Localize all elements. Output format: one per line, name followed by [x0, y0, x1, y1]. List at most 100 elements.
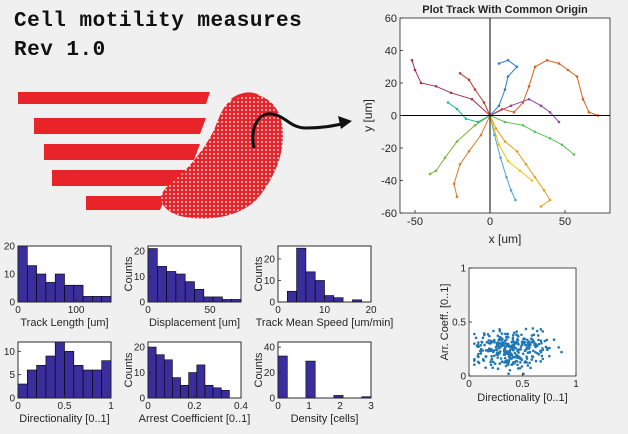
scatter-point [474, 336, 478, 340]
track-point [560, 143, 564, 147]
arrest-vs-directionality-chart: 0 0.5 1 1 0.5 0 Directionality [0..1] Arr. Coef… [439, 264, 579, 405]
track-point [410, 58, 414, 62]
scatter-point [520, 365, 524, 368]
track-point [497, 62, 501, 65]
track-point [499, 156, 502, 160]
scatter-point [480, 341, 484, 344]
scatter-point [530, 340, 534, 344]
track-plot-xlabel: x [um] [489, 232, 522, 246]
scatter-point [513, 346, 516, 350]
scatter-point [540, 354, 544, 358]
y-tick-label: 40 [385, 45, 397, 57]
y-tick-label: 60 [385, 13, 397, 25]
track-point [514, 198, 517, 202]
track-point [473, 123, 477, 127]
histogram-bar [324, 295, 335, 303]
scatter-point [507, 358, 511, 362]
x-tick-label: 50 [559, 216, 571, 228]
histogram-bar [54, 273, 65, 303]
histogram-bar [305, 360, 316, 399]
histogram-bar [286, 290, 297, 303]
x-tick-label: 20 [365, 305, 377, 316]
track-point [557, 62, 561, 65]
scatter-point [529, 366, 532, 370]
scatter-point [504, 364, 508, 368]
scatter-point [494, 346, 498, 349]
scatter-point [489, 363, 493, 367]
scatter-point [508, 368, 512, 372]
scatter-point [516, 363, 519, 367]
histogram-bar [82, 369, 93, 399]
y-tick-label: 10 [134, 368, 146, 379]
y-tick-label: -60 [381, 208, 397, 220]
track-point [434, 84, 438, 88]
scatter-point [479, 352, 483, 355]
histogram-bar [277, 355, 288, 399]
scatter-point [500, 332, 504, 335]
x-tick-label: 0 [145, 401, 151, 412]
track-point [482, 101, 486, 104]
scatter-point [503, 339, 507, 342]
scatter-point [486, 333, 490, 336]
histogram-bar [196, 364, 206, 399]
scatter-point [503, 353, 507, 357]
scatter-point [479, 343, 483, 347]
track-point [494, 127, 498, 130]
track-point [467, 149, 471, 153]
density-hist-chart: 0 1 2 3 0 20 40 Density [cells] Counts [253, 341, 374, 425]
scatter-point [520, 340, 524, 344]
histogram-bar [17, 383, 28, 399]
y-tick-label: -40 [381, 175, 397, 187]
y-tick-label: 10 [134, 272, 146, 283]
histogram-bar [64, 284, 75, 303]
app-title-line-1: Cell motility measures [14, 10, 303, 33]
scatter-point [519, 361, 522, 364]
histogram-ylabel: Counts [123, 352, 135, 387]
histogram-bar [26, 265, 37, 303]
scatter-point [541, 347, 544, 350]
track-plot-title: Plot Track With Common Origin [422, 4, 588, 16]
scatter-point [506, 362, 509, 365]
scatter-point [487, 339, 490, 342]
scatter-point [524, 327, 528, 331]
track-point [467, 78, 471, 82]
scatter-point [539, 328, 543, 331]
scatter-point [534, 350, 537, 354]
x-tick-label: 3 [368, 401, 374, 412]
track-point [545, 58, 549, 62]
track-point [548, 110, 552, 114]
y-tick-label: -20 [381, 143, 397, 155]
scatter-point [531, 349, 535, 353]
axes-box-outline [147, 245, 242, 303]
histogram-bar [101, 296, 112, 303]
scatter-point [527, 344, 531, 348]
scatter-point [525, 355, 528, 358]
x-tick-label: 0.5 [58, 401, 72, 412]
scatter-point [495, 353, 498, 356]
scatter-ylabel: Arr. Coeff. [0..1] [439, 284, 451, 361]
histogram-bar [175, 273, 186, 303]
track-point [515, 149, 519, 153]
histogram-ylabel: Counts [253, 256, 265, 291]
scatter-point [524, 348, 528, 352]
track-point [443, 156, 447, 160]
scatter-point [548, 346, 551, 350]
track-point [458, 71, 462, 75]
scatter-point [511, 333, 515, 337]
y-tick-label: 20 [4, 242, 16, 253]
histogram-bar [172, 377, 181, 399]
scatter-point [516, 356, 519, 359]
scatter-point [512, 348, 515, 352]
scatter-point [512, 331, 516, 335]
track-point [521, 123, 525, 127]
scatter-point [473, 363, 476, 366]
histogram-bar [305, 271, 316, 303]
x-tick-label: 2 [337, 401, 343, 412]
x-tick-label: 1 [108, 401, 114, 412]
scatter-point [510, 363, 514, 367]
track-point [452, 182, 456, 186]
x-tick-label: -50 [407, 216, 423, 228]
track-point [413, 68, 417, 72]
track-point [479, 133, 483, 137]
track-point [572, 153, 576, 156]
